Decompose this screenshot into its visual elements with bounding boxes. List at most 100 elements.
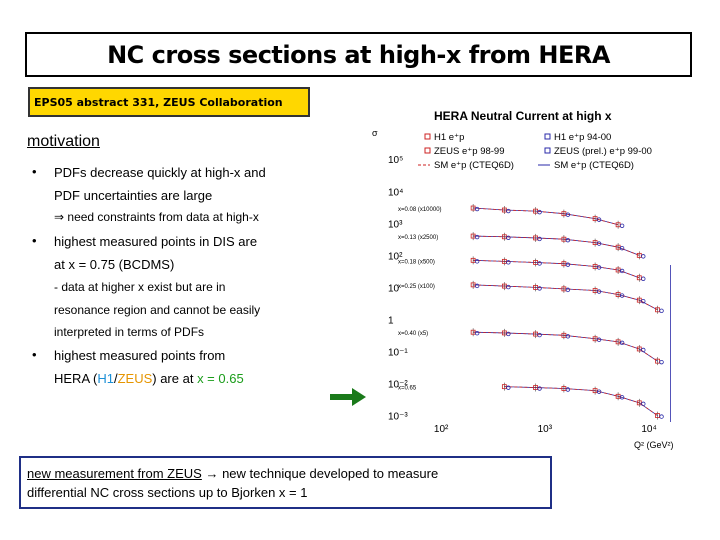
bullet-icon: •: [32, 347, 37, 362]
data-point: [506, 260, 511, 265]
data-point: [659, 359, 664, 365]
data-point: [506, 385, 511, 390]
series-label: x=0.08 (x10000): [398, 207, 442, 213]
data-point: [501, 207, 507, 213]
data-point: [615, 244, 621, 250]
data-point: [537, 286, 542, 291]
data-point: [470, 282, 476, 288]
data-point: [596, 337, 602, 342]
data-point: [641, 298, 646, 304]
bullet-subtext-label: need constraints from data at high-x: [67, 210, 259, 224]
data-point: [474, 234, 480, 240]
data-point: [533, 285, 538, 290]
data-point: [565, 387, 571, 392]
data-point: [501, 330, 507, 336]
data-point: [619, 340, 625, 346]
summary-line-1: new measurement from ZEUS → new techniqu…: [27, 464, 544, 483]
bullet-subtext: resonance region and cannot be easily: [54, 303, 261, 317]
summary-box: new measurement from ZEUS → new techniqu…: [19, 456, 552, 509]
summary-line-2: differential NC cross sections up to Bjo…: [27, 485, 308, 500]
legend-marker: [544, 147, 551, 154]
data-point: [619, 293, 625, 298]
data-point: [537, 332, 542, 338]
zeus-label: ZEUS: [117, 371, 153, 386]
data-point: [565, 287, 571, 293]
bullet-subtext: ⇒ need constraints from data at high-x: [54, 210, 259, 224]
data-point: [474, 283, 480, 289]
data-point: [501, 258, 507, 264]
data-point: [641, 347, 646, 353]
data-point: [506, 208, 511, 214]
bullet-text: at x = 0.75 (BCDMS): [54, 257, 175, 272]
data-point: [636, 346, 642, 352]
slide-title: NC cross sections at high-x from HERA: [107, 40, 610, 69]
hera-nc-plot: HERA Neutral Current at high x σ Q² (GeV²)…: [372, 109, 674, 450]
data-point: [615, 339, 621, 345]
h1-label: H1: [97, 371, 114, 386]
legend-entry: SM e⁺p (CTEQ6D): [554, 160, 634, 171]
data-point: [615, 222, 621, 228]
summary-text: new technique developed to measure: [218, 466, 439, 481]
data-point: [592, 216, 598, 222]
y-axis-label: σ: [372, 128, 378, 138]
bullet-text: PDF uncertainties are large: [54, 188, 213, 203]
data-point: [565, 334, 571, 339]
data-point: [474, 259, 480, 264]
series-label: x=0.65: [398, 386, 417, 392]
data-point: [561, 286, 567, 292]
series-label: x=0.40 (x5): [398, 331, 428, 337]
data-point: [596, 265, 602, 270]
data-point: [659, 308, 664, 314]
sm-curve-dashed: [504, 386, 658, 416]
data-point: [619, 245, 625, 251]
x-tick-label: 10⁴: [641, 424, 656, 435]
sm-curve: [473, 331, 658, 362]
data-point: [619, 268, 625, 274]
right-arrow-icon: [330, 388, 366, 406]
bullet-text: highest measured points in DIS are: [54, 234, 258, 249]
data-point: [537, 236, 542, 242]
data-point: [615, 267, 621, 273]
data-point: [537, 209, 542, 215]
bullet-text-part: ) are at: [152, 371, 198, 386]
y-tick-label: 10³: [388, 219, 403, 230]
data-point: [506, 284, 511, 290]
data-point: [636, 275, 642, 281]
series-label: x=0.25 (x100): [398, 284, 435, 290]
data-point: [636, 297, 642, 303]
bullet-subtext: interpreted in terms of PDFs: [54, 325, 205, 339]
data-point: [592, 388, 598, 394]
right-arrow-icon: →: [205, 466, 219, 481]
summary-link-text: new measurement from ZEUS: [27, 466, 202, 481]
legend-entry: ZEUS (prel.) e⁺p 99-00: [554, 146, 652, 157]
y-tick-label: 10²: [388, 251, 403, 262]
bullet-icon: •: [32, 233, 37, 248]
y-tick-label: 10: [388, 283, 400, 294]
motivation-heading: motivation: [27, 133, 100, 150]
data-point: [641, 401, 646, 407]
legend-entry: ZEUS e⁺p 98-99: [434, 146, 505, 157]
data-point: [636, 252, 642, 258]
y-tick-label: 10⁻³: [388, 412, 408, 423]
title-box: NC cross sections at high-x from HERA: [25, 32, 692, 77]
legend-marker: [544, 133, 551, 140]
data-point: [636, 400, 642, 406]
data-point: [592, 264, 598, 269]
data-point: [506, 235, 511, 240]
chart-title: HERA Neutral Current at high x: [434, 109, 612, 123]
data-point: [501, 234, 507, 240]
data-point: [659, 414, 664, 419]
data-point: [655, 413, 660, 418]
data-point: [470, 233, 476, 239]
x-value-label: x = 0.65: [197, 371, 244, 386]
data-point: [474, 206, 480, 212]
bullet-icon: •: [32, 164, 37, 179]
sm-curve-dashed: [473, 331, 658, 362]
data-point: [561, 386, 567, 391]
legend-entry: H1 e⁺p 94-00: [554, 132, 611, 143]
implies-icon: ⇒: [54, 210, 68, 224]
y-tick-label: 1: [388, 315, 394, 326]
data-point: [470, 257, 476, 263]
data-point: [596, 389, 602, 394]
data-point: [533, 235, 538, 241]
